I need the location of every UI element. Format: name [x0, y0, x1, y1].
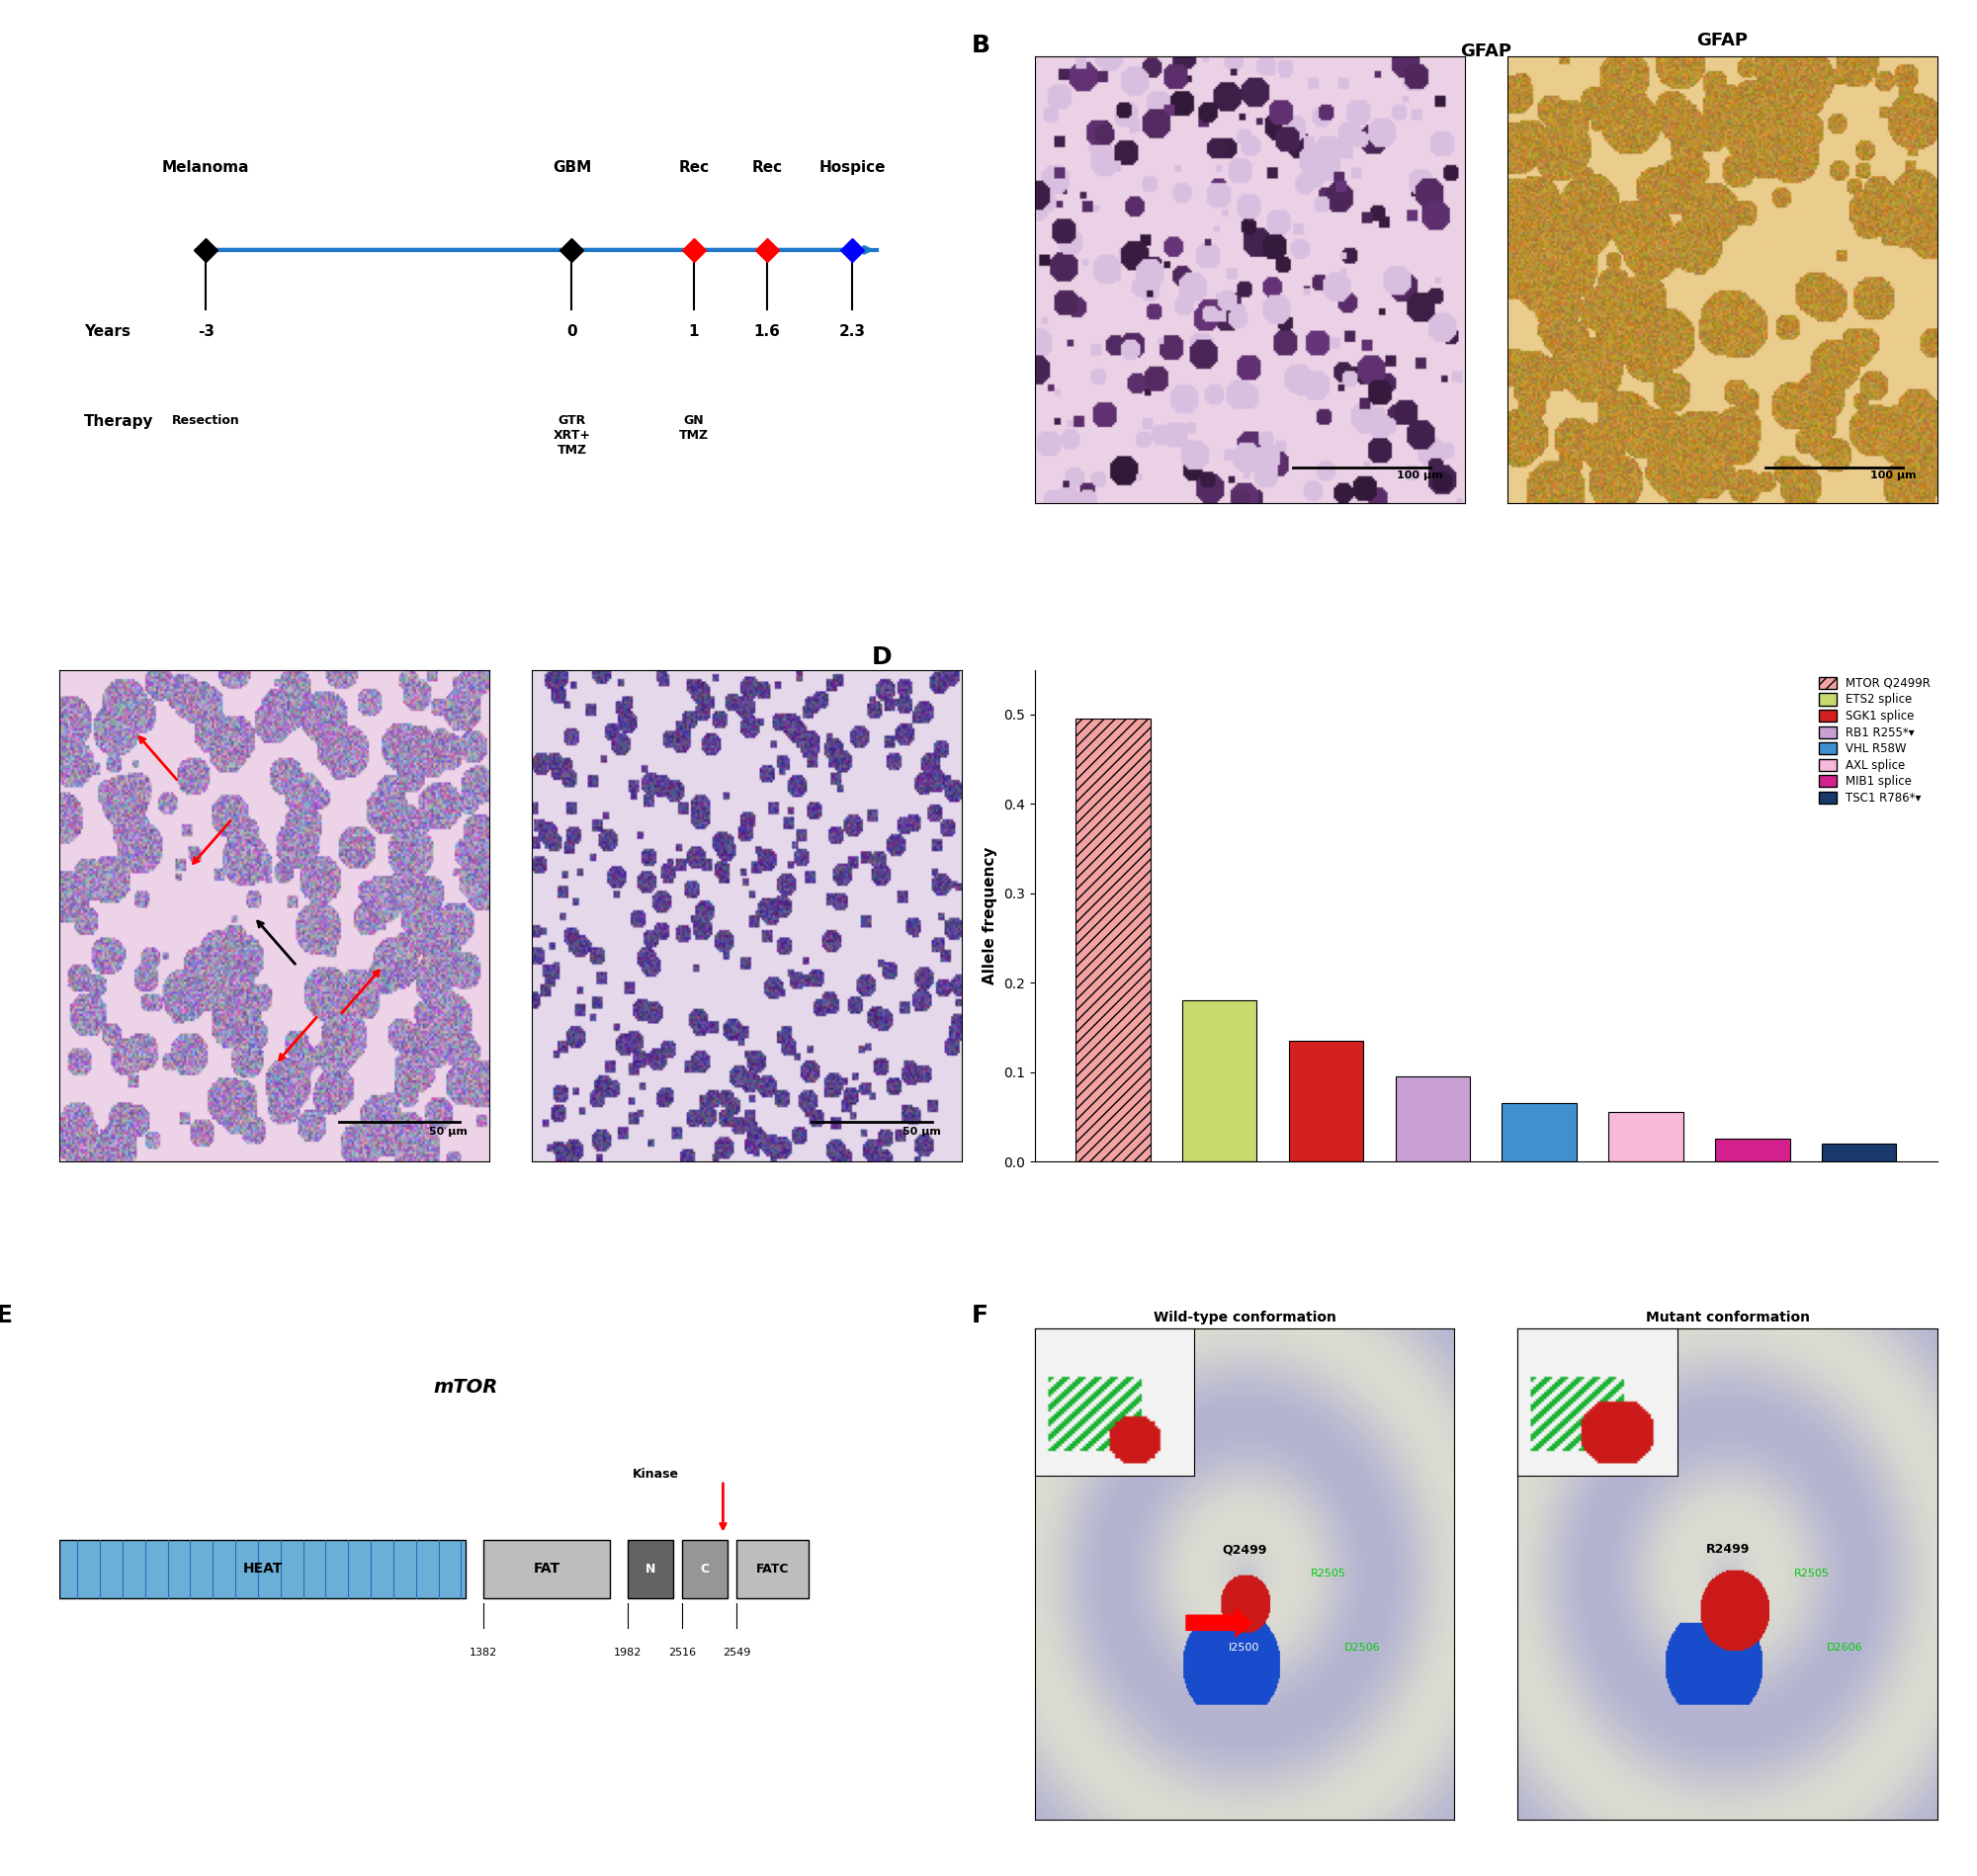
Text: N: N	[646, 1563, 656, 1576]
Text: 50 μm: 50 μm	[902, 1127, 941, 1137]
Bar	[1396, 1077, 1471, 1161]
FancyBboxPatch shape	[682, 1540, 728, 1598]
Bar	[1289, 1041, 1364, 1161]
Text: 2.3: 2.3	[838, 325, 866, 340]
Text: R2505: R2505	[1793, 1568, 1829, 1580]
Text: Years: Years	[83, 325, 130, 340]
Text: Therapy: Therapy	[83, 415, 154, 428]
Text: 2549: 2549	[722, 1647, 751, 1658]
Text: Rec: Rec	[751, 161, 783, 176]
Text: Rec: Rec	[678, 161, 710, 176]
Bar	[1609, 1112, 1682, 1161]
Text: I2500: I2500	[1230, 1643, 1259, 1653]
Text: Kinase: Kinase	[633, 1467, 678, 1480]
Text: Resection: Resection	[172, 415, 239, 426]
Text: F: F	[971, 1304, 988, 1328]
FancyBboxPatch shape	[59, 1540, 467, 1598]
Bar	[1503, 1103, 1576, 1161]
FancyBboxPatch shape	[629, 1540, 674, 1598]
Text: GBM: GBM	[552, 161, 591, 176]
Bar	[1075, 719, 1151, 1161]
Title: GFAP: GFAP	[1696, 32, 1748, 49]
Text: 1382: 1382	[471, 1647, 498, 1658]
Text: Q2499: Q2499	[1222, 1542, 1267, 1555]
Text: GFAP: GFAP	[1461, 43, 1512, 60]
Text: GTR
XRT+
TMZ: GTR XRT+ TMZ	[554, 415, 591, 456]
Y-axis label: Allele frequency: Allele frequency	[983, 846, 998, 985]
Text: 50 μm: 50 μm	[429, 1127, 469, 1137]
Text: 2516: 2516	[668, 1647, 696, 1658]
Text: kα10: kα10	[1566, 1398, 1593, 1407]
Text: 0: 0	[567, 325, 577, 340]
Text: D: D	[872, 645, 892, 670]
FancyBboxPatch shape	[737, 1540, 809, 1598]
FancyBboxPatch shape	[484, 1540, 611, 1598]
Text: C: C	[700, 1563, 710, 1576]
Text: E: E	[0, 1304, 14, 1328]
Text: D2506: D2506	[1344, 1643, 1380, 1653]
Text: R2499: R2499	[1706, 1542, 1750, 1555]
Text: Melanoma: Melanoma	[162, 161, 249, 176]
Text: 100 μm: 100 μm	[1870, 471, 1916, 480]
Text: FAT: FAT	[534, 1563, 559, 1576]
Text: HEAT: HEAT	[243, 1563, 283, 1576]
Bar	[1182, 1000, 1257, 1161]
Legend: MTOR Q2499R, ETS2 splice, SGK1 splice, RB1 R255*▾, VHL R58W, AXL splice, MIB1 sp: MTOR Q2499R, ETS2 splice, SGK1 splice, R…	[1817, 675, 1932, 805]
Text: 1: 1	[688, 325, 700, 340]
Text: Hospice: Hospice	[818, 161, 886, 176]
Text: D2606: D2606	[1827, 1643, 1862, 1653]
Title: Mutant conformation: Mutant conformation	[1645, 1311, 1809, 1324]
Text: -3: -3	[198, 325, 214, 340]
Text: FATC: FATC	[755, 1563, 789, 1576]
Text: B: B	[971, 34, 990, 58]
Text: GN
TMZ: GN TMZ	[678, 415, 708, 441]
Text: 100 μm: 100 μm	[1398, 471, 1443, 480]
Text: kα10: kα10	[1083, 1398, 1111, 1407]
Bar	[1716, 1139, 1789, 1161]
Text: mTOR: mTOR	[433, 1377, 498, 1396]
Title: Wild-type conformation: Wild-type conformation	[1153, 1311, 1336, 1324]
Bar	[1821, 1144, 1896, 1161]
Text: R2505: R2505	[1311, 1568, 1346, 1580]
Text: 1.6: 1.6	[753, 325, 781, 340]
Text: 1982: 1982	[615, 1647, 643, 1658]
